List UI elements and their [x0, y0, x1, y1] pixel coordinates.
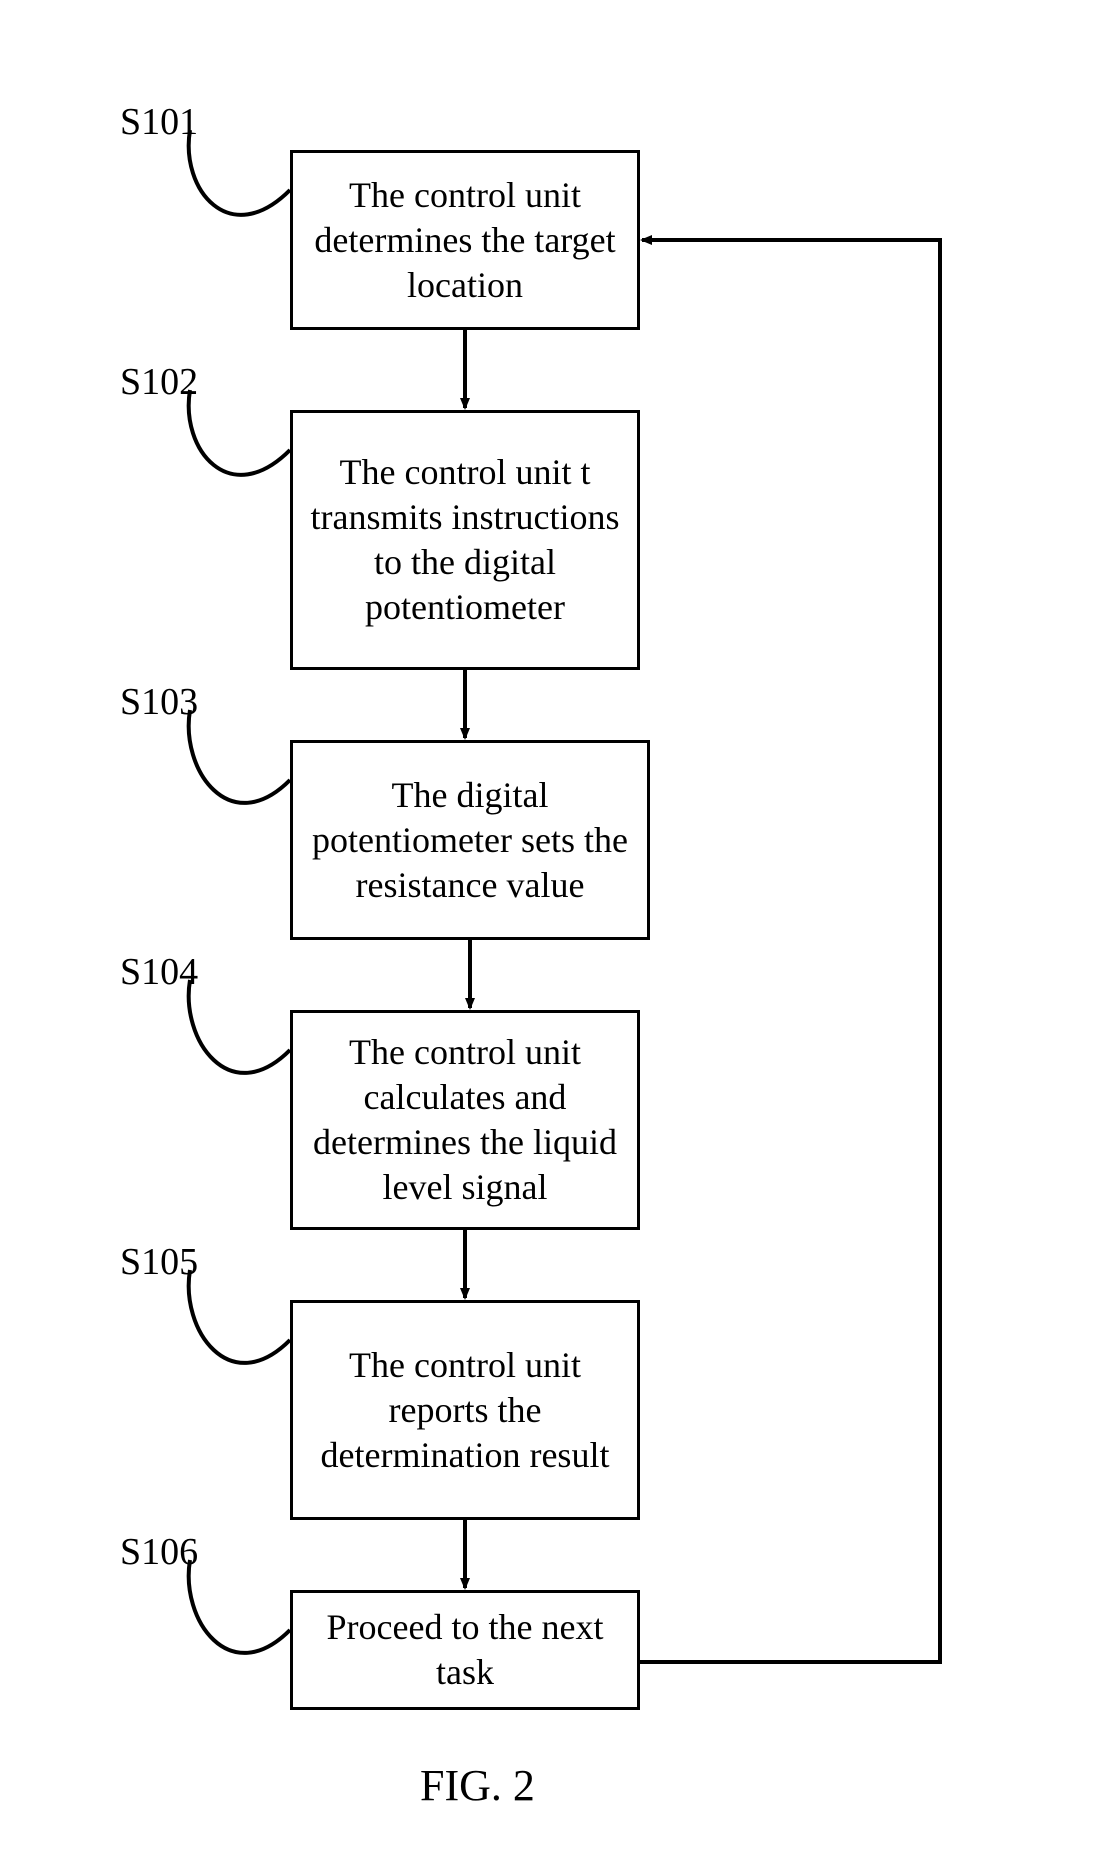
flowchart-step-label-s101: S101 — [120, 100, 198, 144]
flowchart-node-s105: The control unit reports the determinati… — [290, 1300, 640, 1520]
flowchart-node-text: The control unit t transmits instruction… — [307, 450, 623, 630]
flowchart-node-text: The control unit determines the target l… — [307, 173, 623, 308]
flowchart-node-s106: Proceed to the next task — [290, 1590, 640, 1710]
flowchart-node-s101: The control unit determines the target l… — [290, 150, 640, 330]
flowchart-step-label-s104: S104 — [120, 950, 198, 994]
flowchart-node-text: Proceed to the next task — [307, 1605, 623, 1695]
flowchart-label-connector — [189, 390, 290, 475]
flowchart-label-connector — [189, 980, 290, 1073]
flowchart-node-text: The digital potentiometer sets the resis… — [307, 773, 633, 908]
flowchart-feedback-edge — [640, 240, 940, 1662]
flowchart-node-s104: The control unit calculates and determin… — [290, 1010, 640, 1230]
flowchart-label-connector — [189, 130, 290, 215]
flowchart-step-label-s106: S106 — [120, 1530, 198, 1574]
flowchart-canvas: The control unit determines the target l… — [0, 0, 1098, 1875]
flowchart-label-connector — [189, 1560, 290, 1653]
figure-caption: FIG. 2 — [420, 1760, 535, 1811]
flowchart-node-s102: The control unit t transmits instruction… — [290, 410, 640, 670]
flowchart-step-label-s105: S105 — [120, 1240, 198, 1284]
flowchart-label-connector — [189, 710, 290, 803]
flowchart-step-label-s103: S103 — [120, 680, 198, 724]
flowchart-node-text: The control unit calculates and determin… — [307, 1030, 623, 1210]
flowchart-node-s103: The digital potentiometer sets the resis… — [290, 740, 650, 940]
flowchart-step-label-s102: S102 — [120, 360, 198, 404]
flowchart-node-text: The control unit reports the determinati… — [307, 1343, 623, 1478]
flowchart-label-connector — [189, 1270, 290, 1363]
